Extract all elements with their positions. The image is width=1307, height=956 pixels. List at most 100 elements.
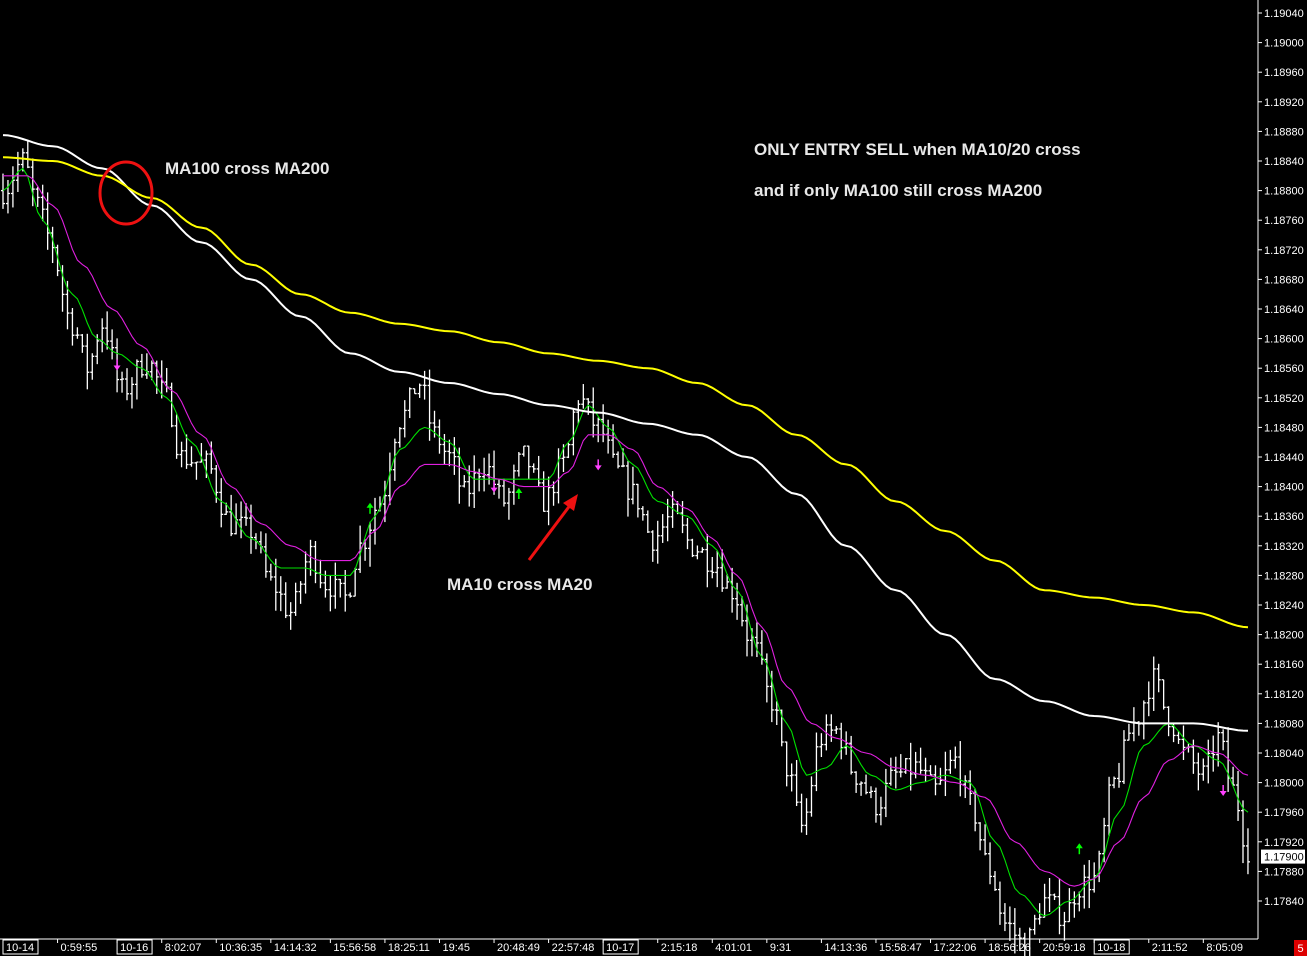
price-bar — [859, 781, 864, 796]
price-bar — [1161, 679, 1166, 710]
price-bar — [457, 447, 462, 504]
price-bar — [655, 520, 660, 564]
price-bar — [1166, 706, 1171, 737]
price-bar — [571, 407, 576, 456]
price-bar — [1121, 730, 1126, 784]
x-tick-label: 8:02:07 — [165, 942, 202, 954]
sell-arrow-head — [1219, 791, 1227, 796]
sell-arrow-head — [490, 487, 498, 493]
price-bar — [531, 463, 536, 473]
price-bar — [953, 746, 958, 769]
price-bar — [1007, 906, 1012, 941]
price-bar — [725, 573, 730, 589]
price-bar — [1062, 911, 1067, 941]
x-tick-label: 9:31 — [770, 942, 791, 954]
price-bar — [85, 333, 90, 390]
annotations: MA100 cross MA200 MA10 cross MA20 ONLY E… — [98, 140, 1081, 594]
x-tick-label: 14:13:36 — [824, 942, 867, 954]
price-bar — [1107, 776, 1112, 836]
price-bar — [55, 244, 60, 277]
price-bar — [447, 439, 452, 467]
price-bar — [1077, 891, 1082, 912]
price-bar — [1087, 860, 1092, 909]
price-bar — [1211, 735, 1216, 772]
price-bar — [630, 466, 635, 505]
sell-arrow-icon — [113, 359, 121, 371]
price-bar — [690, 538, 695, 558]
price-bar — [541, 471, 546, 512]
price-bar — [442, 433, 447, 465]
price-bar — [864, 774, 869, 795]
price-bar — [219, 478, 224, 528]
price-bar — [878, 796, 883, 826]
y-tick-label: 1.18920 — [1264, 97, 1304, 109]
price-bar — [993, 871, 997, 891]
price-bar — [799, 793, 804, 833]
price-bar — [774, 701, 779, 726]
price-bar — [978, 822, 983, 851]
price-bar — [720, 549, 725, 592]
price-bar — [50, 226, 55, 264]
x-tick-label: 4:01:01 — [715, 942, 752, 954]
price-bar — [497, 479, 501, 499]
price-bar — [625, 461, 630, 517]
y-tick-label: 1.18960 — [1264, 67, 1304, 79]
annotation-ma10-cross: MA10 cross MA20 — [447, 575, 593, 594]
price-bar — [566, 442, 571, 459]
price-bar — [898, 754, 903, 778]
price-bar — [516, 452, 521, 477]
x-date-marker — [1093, 939, 1130, 955]
y-tick-label: 1.18240 — [1264, 600, 1304, 612]
sell-arrow-icon — [594, 459, 602, 471]
price-bar — [883, 768, 888, 818]
y-tick-label: 1.18440 — [1264, 452, 1304, 464]
sell-arrow-icon — [490, 481, 498, 493]
price-bar — [392, 438, 397, 481]
price-bar — [462, 475, 467, 488]
price-bar — [1012, 908, 1017, 954]
price-bar — [1196, 752, 1201, 791]
price-bar — [25, 139, 30, 169]
corner-badge-label: 5 — [1297, 943, 1303, 955]
price-bar — [303, 551, 308, 594]
price-bar — [888, 757, 893, 786]
price-bar — [348, 592, 353, 598]
price-bar — [576, 400, 581, 424]
price-bar — [422, 370, 427, 400]
price-bar — [1241, 800, 1245, 864]
price-bar — [1022, 932, 1026, 956]
buy-arrow-head — [515, 488, 523, 493]
buy-arrow-head — [366, 502, 374, 508]
price-bar — [1072, 891, 1077, 918]
price-bar — [204, 450, 209, 479]
price-bar — [715, 550, 720, 588]
y-tick-label: 1.18560 — [1264, 363, 1304, 375]
rule-line1-rest: when MA10/20 cross — [909, 140, 1081, 159]
price-bar — [273, 558, 278, 611]
x-date-marker — [602, 939, 639, 955]
price-bar — [536, 455, 541, 487]
annotation-ma100-cross: MA100 cross MA200 — [165, 159, 329, 178]
y-tick-label: 1.18520 — [1264, 393, 1304, 405]
price-bar — [997, 881, 1002, 925]
annotation-rule-line1: ONLY ENTRY SELL when MA10/20 cross — [754, 140, 1081, 159]
buy-arrow-icon — [366, 502, 374, 514]
price-bar — [10, 166, 15, 208]
price-bar — [506, 487, 511, 520]
price-bar — [1221, 729, 1226, 751]
sell-arrow-icon — [1219, 785, 1227, 796]
price-bar — [149, 360, 154, 381]
price-bar — [754, 622, 759, 658]
cross-arrow-head — [563, 494, 578, 511]
x-tick-label: 10-17 — [606, 942, 634, 954]
price-bar — [283, 582, 288, 619]
price-bar — [1032, 914, 1037, 935]
price-bar — [174, 414, 179, 459]
plot-area[interactable] — [1, 134, 1250, 956]
price-bar — [333, 562, 338, 609]
price-bar — [105, 311, 110, 350]
price-bar — [229, 494, 234, 537]
price-bar — [194, 461, 199, 480]
x-tick-label: 10-16 — [120, 942, 148, 954]
